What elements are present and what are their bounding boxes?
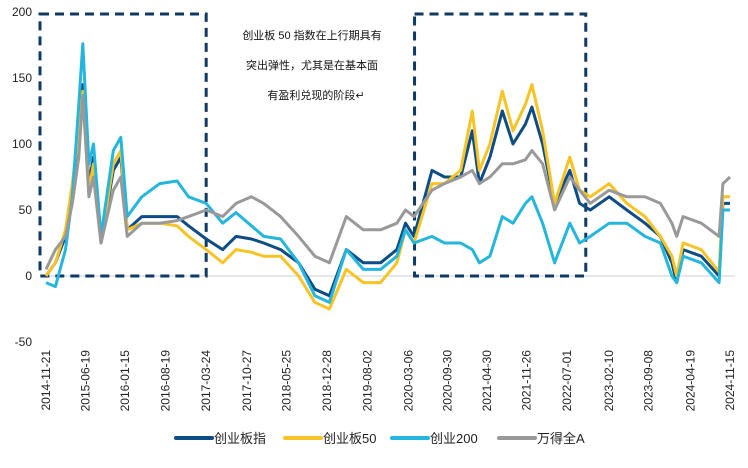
- highlight-box: [38, 12, 208, 278]
- legend-label: 创业板指: [214, 431, 266, 446]
- y-tick-label: 100: [12, 137, 32, 151]
- legend-item: 创业200: [390, 431, 478, 446]
- legend-item: 创业板指: [174, 431, 266, 446]
- x-tick-label: 2023-02-10: [602, 350, 616, 412]
- legend: 创业板指 创业板50 创业200 万得全A: [174, 431, 585, 446]
- x-tick-label: 2019-08-02: [361, 350, 375, 412]
- x-tick-label: 2016-01-15: [118, 350, 132, 412]
- x-tick-label: 2017-03-24: [199, 350, 213, 412]
- x-tick-label: 2020-09-30: [440, 350, 454, 412]
- legend-label: 创业200: [430, 431, 478, 446]
- x-tick-label: 2014-11-21: [39, 350, 53, 411]
- x-tick-label: 2018-05-25: [279, 350, 293, 412]
- series-line-0: [44, 83, 730, 298]
- y-tick-label: 0: [25, 269, 32, 283]
- x-tick-label: 2022-07-01: [560, 350, 574, 412]
- x-tick-label: 2023-09-08: [642, 350, 656, 412]
- annotation: 创业板 50 指数在上行期具有 突出弹性，尤其是在基本面 有盈利兑现的阶段↵: [242, 28, 381, 102]
- annotation-line-1: 创业板 50 指数在上行期具有: [242, 28, 381, 42]
- x-tick-label: 2018-12-28: [320, 350, 334, 412]
- highlight-boxes: [38, 12, 588, 278]
- y-tick-label: -50: [15, 335, 33, 349]
- legend-item: 万得全A: [497, 431, 585, 446]
- annotation-line-3: 有盈利兑现的阶段↵: [267, 88, 364, 102]
- series-line-2: [45, 42, 730, 304]
- legend-item: 创业板50: [283, 431, 376, 446]
- legend-label: 万得全A: [537, 431, 585, 446]
- series-line-3: [44, 93, 732, 271]
- x-tick-label: 2016-08-19: [158, 350, 172, 412]
- x-tick-label: 2020-03-06: [401, 350, 415, 412]
- x-tick-label: 2024-04-19: [684, 350, 698, 412]
- x-tick-label: 2017-10-27: [240, 350, 254, 412]
- series-line-1: [44, 83, 730, 311]
- y-tick-label: 200: [12, 5, 32, 19]
- x-tick-label: 2021-04-30: [480, 350, 494, 412]
- x-axis: 2014-11-21 2015-06-19 2016-01-15 2016-08-19…: [39, 350, 737, 412]
- annotation-line-2: 突出弹性，尤其是在基本面: [246, 58, 378, 72]
- x-tick-label: 2015-06-19: [78, 350, 92, 412]
- x-tick-label: 2021-11-26: [520, 350, 534, 411]
- legend-label: 创业板50: [323, 431, 376, 446]
- x-tick-label: 2024-11-15: [723, 350, 737, 411]
- y-tick-label: 150: [12, 71, 32, 85]
- highlight-box: [413, 12, 588, 278]
- series-lines: [44, 42, 732, 311]
- y-axis: -50 0 50 100 150 200: [12, 5, 32, 349]
- y-tick-label: 50: [19, 203, 33, 217]
